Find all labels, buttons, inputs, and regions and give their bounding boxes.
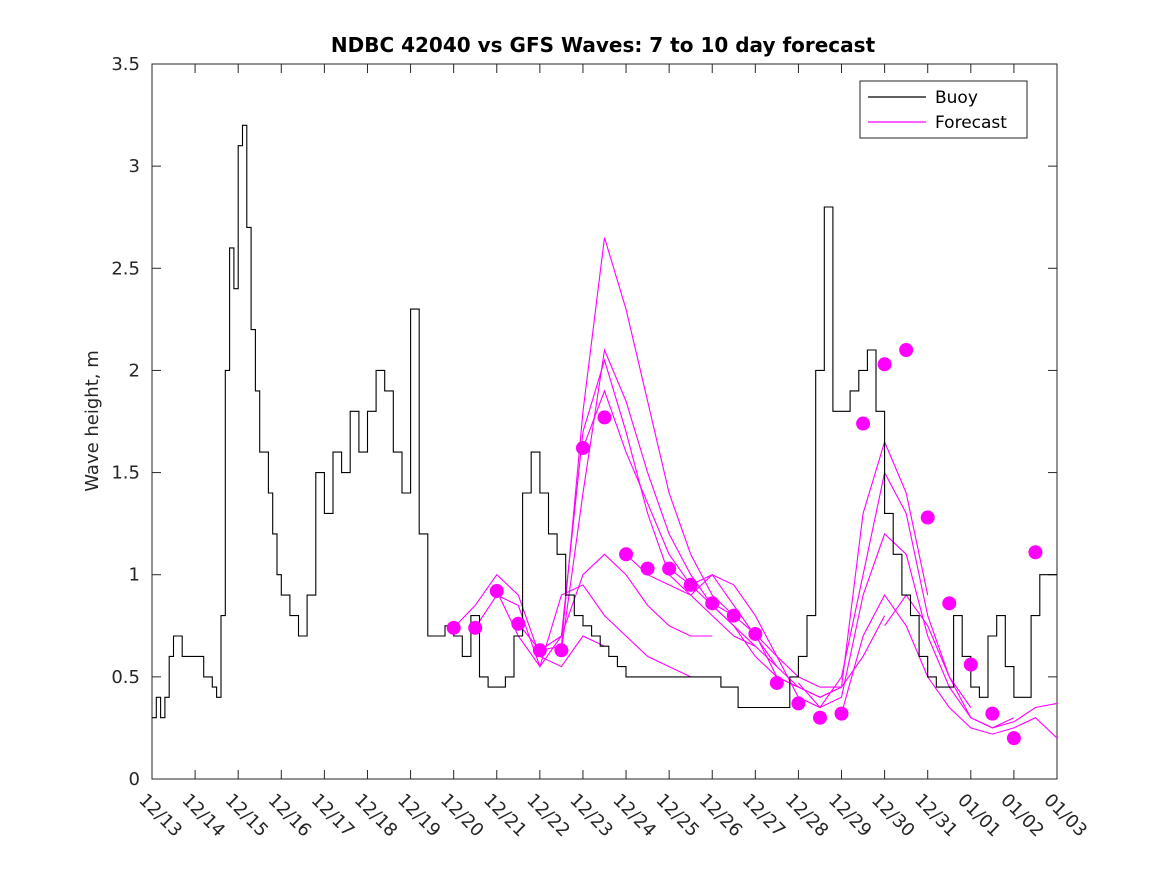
forecast-line	[496, 553, 713, 668]
forecast-marker	[812, 710, 827, 725]
forecast-marker	[856, 416, 871, 431]
y-tick-label: 3.5	[111, 54, 140, 75]
y-tick-label: 0.5	[111, 667, 140, 688]
forecast-marker	[597, 410, 612, 425]
forecast-line	[560, 347, 778, 667]
forecast-marker	[532, 643, 547, 658]
forecast-marker	[1006, 731, 1021, 746]
forecast-marker	[705, 596, 720, 611]
forecast-marker	[446, 620, 461, 635]
forecast-marker	[1028, 545, 1043, 560]
forecast-marker	[877, 357, 892, 372]
data-layer	[152, 124, 1057, 746]
forecast-marker	[726, 608, 741, 623]
forecast-marker	[920, 510, 935, 525]
forecast-line	[474, 584, 691, 678]
forecast-line	[539, 358, 756, 651]
forecast-marker	[834, 706, 849, 721]
forecast-line	[754, 470, 972, 709]
y-tick-label: 0	[129, 769, 140, 790]
y-tick-label: 3	[129, 156, 140, 177]
forecast-marker	[554, 643, 569, 658]
forecast-marker	[963, 657, 978, 672]
buoy-line	[152, 124, 1057, 719]
forecast-line	[453, 573, 605, 668]
chart-title: NDBC 42040 vs GFS Waves: 7 to 10 day for…	[331, 33, 876, 57]
y-tick-label: 1.5	[111, 463, 140, 484]
forecast-marker	[511, 616, 526, 631]
forecast-marker	[985, 706, 1000, 721]
y-axis-label: Wave height, m	[82, 350, 103, 491]
forecast-line	[840, 594, 1057, 739]
forecast-marker	[769, 675, 784, 690]
forecast-marker	[791, 696, 806, 711]
forecast-line	[884, 594, 1057, 729]
y-tick-label: 2.5	[111, 258, 140, 279]
forecast-marker	[619, 547, 634, 562]
legend-label: Forecast	[935, 113, 1007, 133]
forecast-line	[517, 237, 735, 651]
legend-box	[859, 80, 1028, 139]
forecast-marker	[575, 441, 590, 456]
legend-label: Buoy	[935, 88, 978, 108]
forecast-marker	[640, 561, 655, 576]
y-tick-label: 2	[129, 360, 140, 381]
forecast-marker	[662, 561, 677, 576]
forecast-marker	[489, 584, 504, 599]
plot-area: 00.511.522.533.512/1312/1412/1512/1612/1…	[111, 54, 1091, 841]
forecast-marker	[899, 343, 914, 357]
forecast-marker	[942, 596, 957, 611]
forecast-line	[711, 440, 929, 698]
forecast-marker	[468, 620, 483, 635]
forecast-marker	[748, 626, 763, 641]
y-tick-label: 1	[129, 565, 140, 586]
forecast-marker	[683, 577, 698, 592]
